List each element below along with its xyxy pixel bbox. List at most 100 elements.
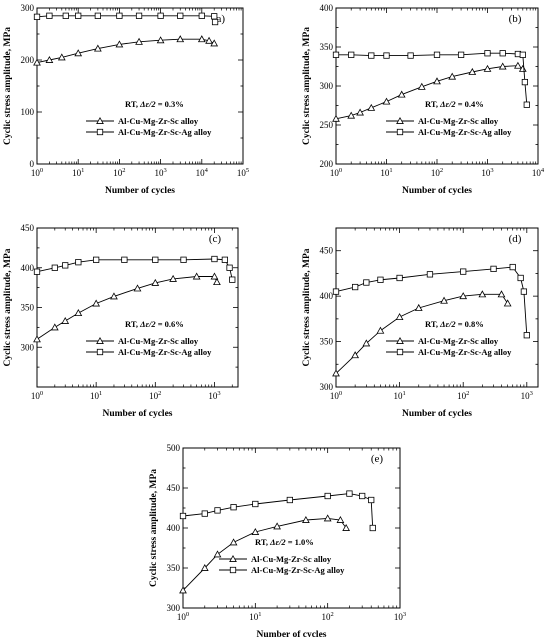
y-tick-label: 100 xyxy=(21,107,35,117)
x-tick-label: 101 xyxy=(90,390,102,401)
test-condition: RT, Δε/2 = 1.0% xyxy=(255,537,314,547)
data-point xyxy=(383,52,390,59)
data-point xyxy=(376,326,385,334)
plot-frame xyxy=(36,7,244,165)
data-point xyxy=(368,496,375,504)
y-tick-label: 350 xyxy=(21,303,35,313)
data-point xyxy=(362,339,371,347)
data-point xyxy=(332,114,340,122)
x-tick-label: 103 xyxy=(481,167,493,178)
data-point xyxy=(348,51,355,58)
series-line xyxy=(335,65,524,120)
data-point xyxy=(211,255,218,263)
data-point xyxy=(368,52,375,59)
data-point xyxy=(177,12,184,19)
y-axis-title: Cyclic stress amplitude, MPa xyxy=(302,248,312,366)
legend-marker xyxy=(96,116,104,124)
data-point xyxy=(351,351,360,359)
data-point xyxy=(332,288,340,295)
y-tick-label: 200 xyxy=(320,159,334,169)
data-point xyxy=(433,51,441,58)
data-point xyxy=(490,265,497,273)
x-tick-label: 102 xyxy=(431,167,443,178)
data-point xyxy=(468,67,477,75)
data-point xyxy=(356,108,364,116)
data-point xyxy=(359,492,366,500)
x-tick-label: 103 xyxy=(394,611,406,622)
x-tick-label: 100 xyxy=(330,167,342,178)
data-point xyxy=(342,523,351,531)
x-tick-label: 103 xyxy=(208,390,220,401)
data-point xyxy=(74,309,83,317)
panel-label: (e) xyxy=(371,453,384,465)
data-point xyxy=(121,256,128,263)
panel-label: (c) xyxy=(209,233,222,245)
data-point xyxy=(200,563,209,571)
data-point xyxy=(93,256,100,263)
data-point xyxy=(110,292,118,300)
series-2 xyxy=(33,12,219,26)
legend-item-2: Al-Cu-Mg-Zr-Sc-Ag alloy xyxy=(86,347,212,357)
data-point xyxy=(135,37,143,45)
data-point xyxy=(514,61,522,69)
data-point xyxy=(332,369,340,377)
data-point xyxy=(211,13,218,20)
data-point xyxy=(433,77,441,85)
data-point xyxy=(116,12,123,19)
data-point xyxy=(50,323,59,331)
data-point xyxy=(377,276,384,283)
data-point xyxy=(252,500,259,508)
data-point xyxy=(346,490,353,497)
data-point xyxy=(93,44,102,52)
data-point xyxy=(92,299,101,307)
data-point xyxy=(448,72,457,80)
y-axis-title: Cyclic stress amplitude, MPa xyxy=(3,248,13,366)
data-point xyxy=(33,268,41,275)
panel-5: 100 101 102 103 300 350 400 450 500 Number of cyc… xyxy=(149,443,406,637)
data-point xyxy=(417,82,426,90)
data-point xyxy=(503,299,512,307)
data-point xyxy=(414,303,423,311)
data-point xyxy=(226,264,233,271)
legend-item-1: Al-Cu-Mg-Zr-Sc alloy xyxy=(219,554,332,564)
test-condition: RT, Δε/2 = 0.6% xyxy=(125,319,184,329)
data-point xyxy=(51,264,58,271)
series-1 xyxy=(33,35,219,66)
x-tick-label: 104 xyxy=(196,167,209,178)
data-point xyxy=(57,53,66,61)
data-point xyxy=(497,290,506,298)
legend-item-1: Al-Cu-Mg-Zr-Sc alloy xyxy=(86,116,199,126)
legend-item-1: Al-Cu-Mg-Zr-Sc alloy xyxy=(86,336,199,346)
legend-label: Al-Cu-Mg-Zr-Sc-Ag alloy xyxy=(418,127,512,137)
y-axis-title: Cyclic stress amplitude, MPa xyxy=(302,27,312,145)
y-tick-label: 300 xyxy=(21,342,35,352)
data-point xyxy=(336,515,345,523)
data-point xyxy=(395,313,404,321)
panel-label: (b) xyxy=(509,13,522,25)
x-axis-title: Number of cycles xyxy=(256,630,326,637)
x-tick-label: 102 xyxy=(113,167,125,178)
data-point xyxy=(61,316,70,324)
series-1 xyxy=(332,61,527,122)
y-tick-label: 400 xyxy=(320,3,334,13)
data-point xyxy=(205,36,213,44)
data-point xyxy=(74,49,83,57)
x-tick-label: 101 xyxy=(380,167,392,178)
data-point xyxy=(397,90,406,98)
data-point xyxy=(230,504,237,511)
data-point xyxy=(135,12,143,19)
series-1 xyxy=(332,290,512,377)
y-tick-label: 250 xyxy=(320,120,334,130)
data-point xyxy=(33,335,41,343)
legend-item-2: Al-Cu-Mg-Zr-Sc-Ag alloy xyxy=(86,127,212,137)
data-point xyxy=(302,515,310,523)
data-point xyxy=(457,51,465,58)
series-2 xyxy=(332,263,530,339)
x-tick-label: 101 xyxy=(72,167,84,178)
y-axis-title: Cyclic stress amplitude, MPa xyxy=(3,27,13,145)
legend-item-2: Al-Cu-Mg-Zr-Sc-Ag alloy xyxy=(219,565,345,575)
x-axis-title: Number of cycles xyxy=(402,409,472,419)
series-line xyxy=(182,493,374,529)
y-tick-label: 0 xyxy=(30,159,35,169)
series-line xyxy=(335,293,509,374)
